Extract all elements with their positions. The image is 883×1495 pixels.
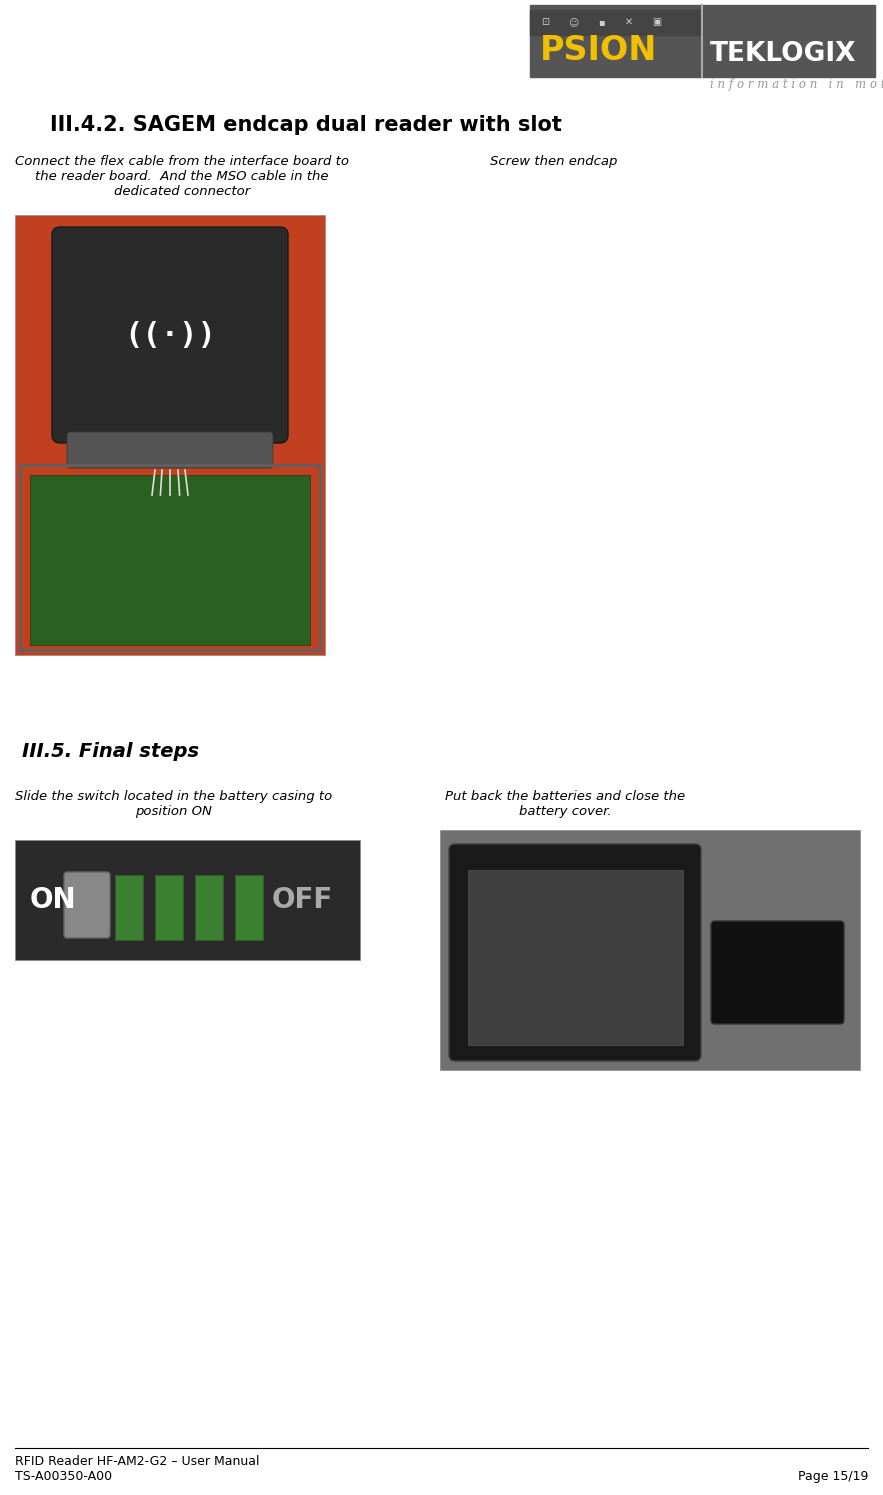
FancyBboxPatch shape	[711, 921, 844, 1024]
Text: Connect the flex cable from the interface board to
the reader board.  And the MS: Connect the flex cable from the interfac…	[15, 155, 349, 197]
Text: Screw then endcap: Screw then endcap	[490, 155, 617, 167]
FancyBboxPatch shape	[67, 432, 273, 468]
Text: ON: ON	[30, 887, 76, 913]
Text: ▪: ▪	[598, 16, 604, 27]
Bar	[30, 475, 310, 644]
Bar	[468, 870, 683, 1045]
Bar	[15, 215, 325, 655]
Bar	[20, 465, 320, 650]
Text: RFID Reader HF-AM2-G2 – User Manual: RFID Reader HF-AM2-G2 – User Manual	[15, 1455, 260, 1468]
Text: III.4.2. SAGEM endcap dual reader with slot: III.4.2. SAGEM endcap dual reader with s…	[50, 115, 562, 135]
Bar	[155, 875, 183, 940]
Bar	[530, 4, 875, 78]
Text: ▣: ▣	[653, 16, 661, 27]
Text: III.5. Final steps: III.5. Final steps	[22, 742, 200, 761]
Bar	[530, 10, 702, 34]
Bar	[235, 875, 263, 940]
Text: ✕: ✕	[625, 16, 633, 27]
Text: Slide the switch located in the battery casing to
position ON: Slide the switch located in the battery …	[15, 789, 332, 818]
Text: TS-A00350-A00: TS-A00350-A00	[15, 1470, 112, 1483]
Text: TEKLOGIX: TEKLOGIX	[710, 40, 857, 67]
FancyBboxPatch shape	[449, 845, 701, 1061]
Text: ⊡: ⊡	[541, 16, 549, 27]
Bar	[15, 840, 360, 960]
FancyBboxPatch shape	[64, 872, 110, 937]
Text: PSION: PSION	[540, 34, 657, 67]
Text: i n f o r m a t i o n   i n   m o t i o n: i n f o r m a t i o n i n m o t i o n	[710, 78, 883, 91]
Text: ((·)): ((·))	[125, 320, 216, 350]
Bar	[440, 830, 860, 1070]
Text: Put back the batteries and close the
battery cover.: Put back the batteries and close the bat…	[445, 789, 685, 818]
FancyBboxPatch shape	[52, 227, 288, 443]
Text: Page 15/19: Page 15/19	[797, 1470, 868, 1483]
Text: OFF: OFF	[271, 887, 333, 913]
Bar	[195, 875, 223, 940]
Bar	[115, 875, 143, 940]
Text: ☺: ☺	[568, 16, 578, 27]
